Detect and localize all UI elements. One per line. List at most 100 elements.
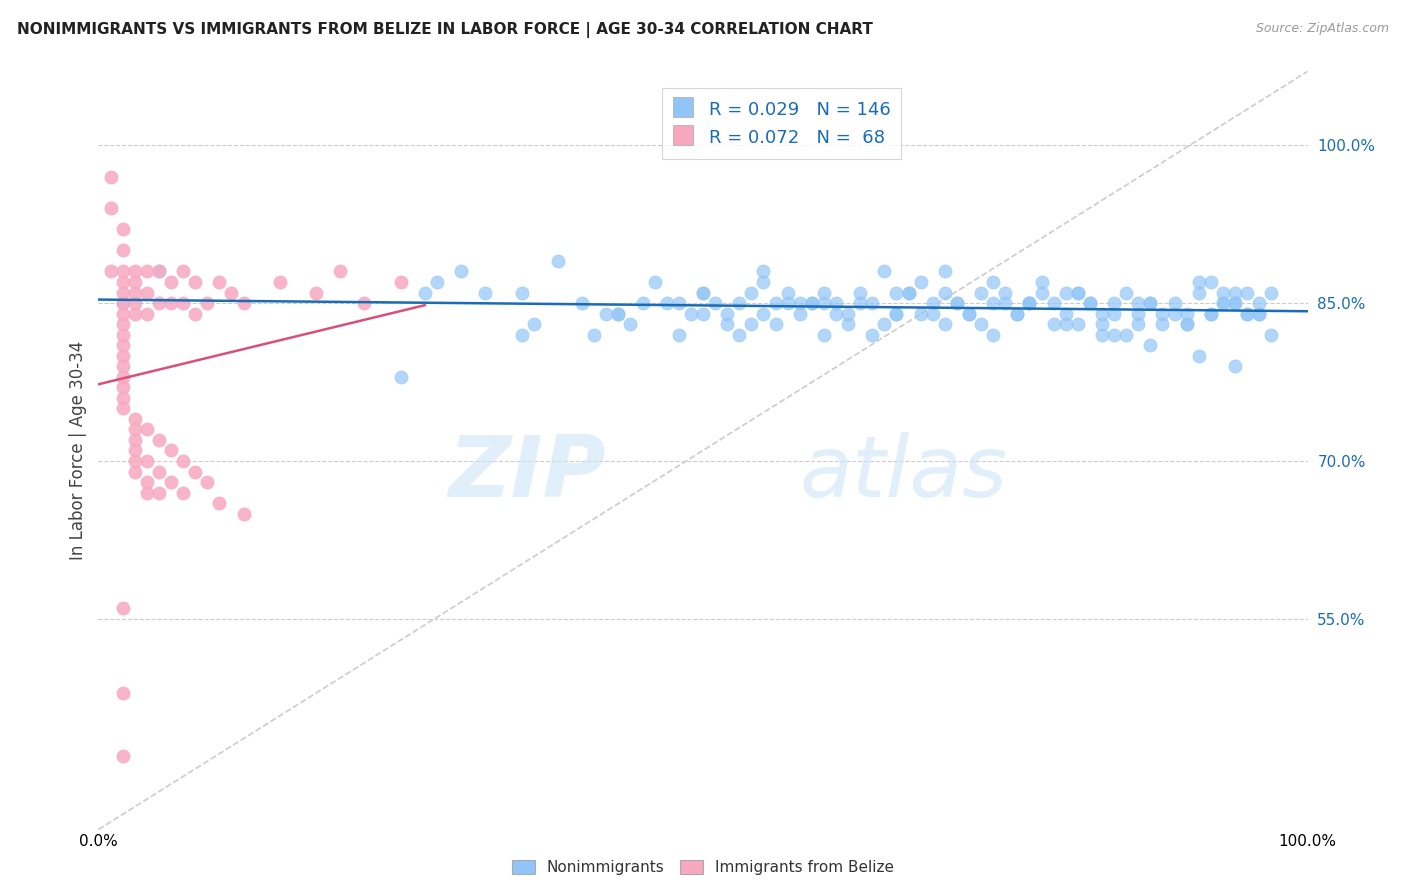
Point: [886, 285, 908, 300]
Point: [1067, 285, 1090, 300]
Point: [776, 285, 799, 300]
Point: [946, 296, 969, 310]
Point: [510, 327, 533, 342]
Point: [752, 275, 775, 289]
Point: [728, 296, 751, 310]
Point: [607, 307, 630, 321]
Point: [135, 454, 157, 468]
Point: [111, 222, 134, 236]
Point: [111, 285, 134, 300]
Point: [148, 264, 170, 278]
Point: [692, 285, 714, 300]
Point: [111, 296, 134, 310]
Y-axis label: In Labor Force | Age 30-34: In Labor Force | Age 30-34: [69, 341, 87, 560]
Point: [1031, 275, 1053, 289]
Point: [800, 296, 823, 310]
Point: [1223, 359, 1246, 374]
Point: [135, 285, 157, 300]
Point: [619, 317, 641, 331]
Point: [1078, 296, 1101, 310]
Point: [135, 475, 157, 489]
Point: [1188, 349, 1211, 363]
Point: [124, 454, 146, 468]
Point: [716, 307, 738, 321]
Point: [910, 275, 932, 289]
Point: [232, 296, 254, 310]
Point: [1175, 307, 1198, 321]
Point: [195, 475, 218, 489]
Point: [946, 296, 969, 310]
Point: [1260, 285, 1282, 300]
Text: Source: ZipAtlas.com: Source: ZipAtlas.com: [1256, 22, 1389, 36]
Point: [776, 296, 799, 310]
Point: [269, 275, 291, 289]
Point: [981, 327, 1004, 342]
Point: [668, 327, 690, 342]
Point: [160, 275, 183, 289]
Text: NONIMMIGRANTS VS IMMIGRANTS FROM BELIZE IN LABOR FORCE | AGE 30-34 CORRELATION C: NONIMMIGRANTS VS IMMIGRANTS FROM BELIZE …: [17, 22, 873, 38]
Point: [1212, 296, 1234, 310]
Point: [1091, 317, 1114, 331]
Point: [583, 327, 606, 342]
Point: [426, 275, 449, 289]
Point: [111, 264, 134, 278]
Point: [1223, 296, 1246, 310]
Point: [981, 275, 1004, 289]
Point: [813, 327, 835, 342]
Point: [124, 285, 146, 300]
Point: [740, 317, 762, 331]
Point: [789, 307, 811, 321]
Point: [994, 285, 1017, 300]
Point: [184, 307, 207, 321]
Point: [148, 296, 170, 310]
Point: [849, 285, 872, 300]
Point: [1054, 285, 1077, 300]
Point: [1018, 296, 1040, 310]
Point: [897, 285, 920, 300]
Point: [111, 401, 134, 416]
Point: [100, 201, 122, 215]
Point: [111, 748, 134, 763]
Point: [607, 307, 630, 321]
Point: [1249, 296, 1271, 310]
Point: [232, 507, 254, 521]
Point: [208, 275, 231, 289]
Point: [765, 296, 787, 310]
Point: [148, 465, 170, 479]
Point: [716, 317, 738, 331]
Point: [837, 317, 859, 331]
Point: [389, 275, 412, 289]
Point: [1139, 296, 1161, 310]
Point: [1212, 296, 1234, 310]
Point: [595, 307, 617, 321]
Point: [124, 422, 146, 436]
Point: [813, 285, 835, 300]
Point: [1067, 317, 1090, 331]
Point: [135, 264, 157, 278]
Point: [124, 275, 146, 289]
Point: [692, 307, 714, 321]
Text: atlas: atlas: [800, 432, 1008, 515]
Point: [934, 264, 956, 278]
Point: [704, 296, 727, 310]
Point: [135, 422, 157, 436]
Point: [1188, 275, 1211, 289]
Point: [1223, 285, 1246, 300]
Point: [148, 485, 170, 500]
Point: [921, 296, 943, 310]
Point: [1175, 317, 1198, 331]
Legend: R = 0.029   N = 146, R = 0.072   N =  68: R = 0.029 N = 146, R = 0.072 N = 68: [662, 88, 901, 159]
Point: [631, 296, 654, 310]
Point: [184, 465, 207, 479]
Point: [111, 391, 134, 405]
Point: [111, 359, 134, 374]
Point: [1199, 307, 1222, 321]
Point: [1054, 317, 1077, 331]
Point: [1102, 296, 1125, 310]
Point: [1078, 296, 1101, 310]
Point: [1249, 307, 1271, 321]
Point: [135, 485, 157, 500]
Point: [111, 307, 134, 321]
Point: [849, 296, 872, 310]
Point: [111, 338, 134, 352]
